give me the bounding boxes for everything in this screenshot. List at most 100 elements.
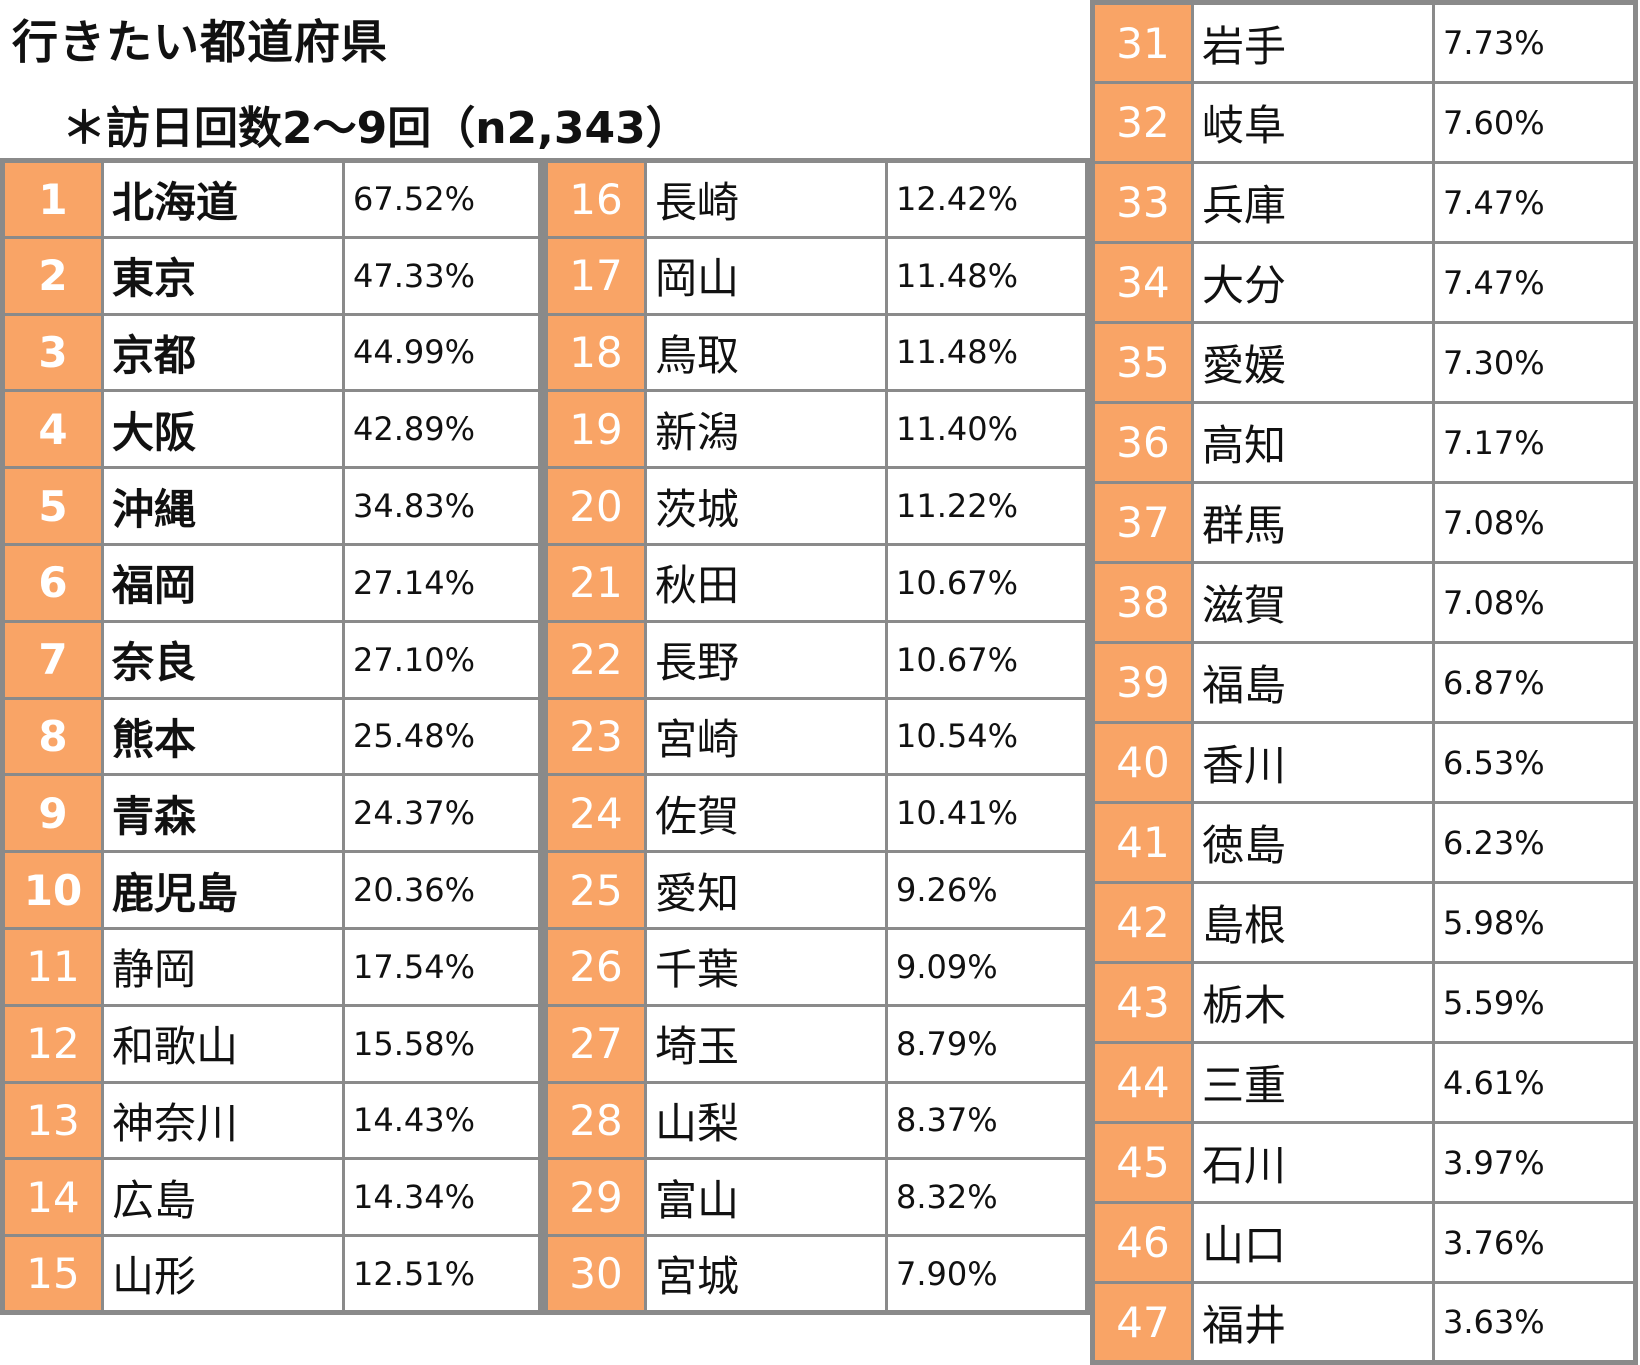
percent-cell: 44.99%: [342, 312, 542, 393]
prefecture-cell: 青森: [101, 773, 345, 854]
rank-cell: 2: [1, 235, 104, 316]
percent-cell: 6.23%: [1432, 801, 1637, 884]
table-row: 31 岩手 7.73%: [1091, 1, 1637, 84]
percent-cell: 3.76%: [1432, 1201, 1637, 1284]
table-row: 42 島根 5.98%: [1091, 881, 1637, 964]
table-row: 34 大分 7.47%: [1091, 241, 1637, 324]
percent-cell: 7.60%: [1432, 81, 1637, 164]
rank-cell: 25: [544, 850, 647, 930]
rank-cell: 9: [1, 773, 104, 854]
rank-cell: 30: [544, 1234, 647, 1314]
ranking-table-column-2: 16 長崎 12.42% 17 岡山 11.48% 18 鳥取 11.48% 19 新潟 11.40%…: [543, 158, 1090, 1315]
rank-cell: 17: [544, 235, 647, 316]
prefecture-cell: 兵庫: [1191, 161, 1435, 244]
percent-cell: 7.90%: [885, 1234, 1089, 1314]
percent-cell: 5.98%: [1432, 881, 1637, 964]
prefecture-cell: 三重: [1191, 1041, 1435, 1124]
rank-cell: 44: [1091, 1041, 1194, 1124]
table-row: 44 三重 4.61%: [1091, 1041, 1637, 1124]
chart-subtitle: ＊訪日回数2～9回（n2,343）: [62, 103, 690, 154]
prefecture-cell: 福島: [1191, 641, 1435, 724]
prefecture-cell: 奈良: [101, 619, 345, 700]
percent-cell: 14.34%: [342, 1157, 542, 1238]
ranking-table-column-1: 1 北海道 67.52% 2 東京 47.33% 3 京都 44.99% 4 大阪 42.89% 5 沖縄…: [0, 158, 543, 1315]
rank-cell: 28: [544, 1080, 647, 1161]
prefecture-cell: 佐賀: [644, 773, 888, 854]
table-row: 33 兵庫 7.47%: [1091, 161, 1637, 244]
percent-cell: 7.08%: [1432, 481, 1637, 564]
percent-cell: 10.67%: [885, 542, 1089, 623]
rank-cell: 41: [1091, 801, 1194, 884]
prefecture-cell: 神奈川: [101, 1080, 345, 1161]
percent-cell: 11.40%: [885, 389, 1089, 470]
percent-cell: 4.61%: [1432, 1041, 1637, 1124]
prefecture-cell: 鹿児島: [101, 850, 345, 930]
prefecture-cell: 山梨: [644, 1080, 888, 1161]
table-row: 11 静岡 17.54%: [1, 926, 542, 1007]
rank-cell: 39: [1091, 641, 1194, 724]
table-row: 16 長崎 12.42%: [544, 159, 1089, 239]
percent-cell: 11.48%: [885, 312, 1089, 393]
table-row: 39 福島 6.87%: [1091, 641, 1637, 724]
table-row: 28 山梨 8.37%: [544, 1080, 1089, 1161]
table-row: 29 富山 8.32%: [544, 1157, 1089, 1238]
prefecture-cell: 宮崎: [644, 696, 888, 777]
rank-cell: 21: [544, 542, 647, 623]
rank-cell: 35: [1091, 321, 1194, 404]
table-row: 38 滋賀 7.08%: [1091, 561, 1637, 644]
table-row: 6 福岡 27.14%: [1, 542, 542, 623]
rank-cell: 34: [1091, 241, 1194, 324]
table-row: 32 岐阜 7.60%: [1091, 81, 1637, 164]
prefecture-cell: 沖縄: [101, 466, 345, 546]
percent-cell: 47.33%: [342, 235, 542, 316]
prefecture-cell: 富山: [644, 1157, 888, 1238]
prefecture-cell: 埼玉: [644, 1003, 888, 1084]
percent-cell: 7.17%: [1432, 401, 1637, 484]
rank-cell: 23: [544, 696, 647, 777]
table-row: 10 鹿児島 20.36%: [1, 850, 542, 930]
percent-cell: 20.36%: [342, 850, 542, 930]
table-row: 4 大阪 42.89%: [1, 389, 542, 470]
rank-cell: 7: [1, 619, 104, 700]
percent-cell: 5.59%: [1432, 961, 1637, 1044]
prefecture-cell: 和歌山: [101, 1003, 345, 1084]
table-row: 7 奈良 27.10%: [1, 619, 542, 700]
table-row: 47 福井 3.63%: [1091, 1281, 1637, 1364]
table-row: 1 北海道 67.52%: [1, 159, 542, 239]
percent-cell: 7.73%: [1432, 1, 1637, 84]
table-row: 24 佐賀 10.41%: [544, 773, 1089, 854]
percent-cell: 42.89%: [342, 389, 542, 470]
prefecture-cell: 秋田: [644, 542, 888, 623]
table-row: 17 岡山 11.48%: [544, 235, 1089, 316]
prefecture-cell: 群馬: [1191, 481, 1435, 564]
prefecture-cell: 千葉: [644, 926, 888, 1007]
table-row: 3 京都 44.99%: [1, 312, 542, 393]
prefecture-cell: 栃木: [1191, 961, 1435, 1044]
rank-cell: 27: [544, 1003, 647, 1084]
percent-cell: 3.97%: [1432, 1121, 1637, 1204]
rank-cell: 18: [544, 312, 647, 393]
table-row: 35 愛媛 7.30%: [1091, 321, 1637, 404]
table-row: 9 青森 24.37%: [1, 773, 542, 854]
percent-cell: 14.43%: [342, 1080, 542, 1161]
percent-cell: 6.87%: [1432, 641, 1637, 724]
rank-cell: 43: [1091, 961, 1194, 1044]
prefecture-cell: 高知: [1191, 401, 1435, 484]
table-row: 45 石川 3.97%: [1091, 1121, 1637, 1204]
chart-title: 行きたい都道府県: [12, 15, 388, 69]
percent-cell: 12.42%: [885, 159, 1089, 239]
prefecture-cell: 岐阜: [1191, 81, 1435, 164]
rank-cell: 31: [1091, 1, 1194, 84]
rank-cell: 10: [1, 850, 104, 930]
prefecture-cell: 徳島: [1191, 801, 1435, 884]
table-row: 13 神奈川 14.43%: [1, 1080, 542, 1161]
prefecture-cell: 香川: [1191, 721, 1435, 804]
rank-cell: 4: [1, 389, 104, 470]
table-row: 30 宮城 7.90%: [544, 1234, 1089, 1314]
percent-cell: 7.47%: [1432, 161, 1637, 244]
percent-cell: 8.79%: [885, 1003, 1089, 1084]
table-row: 21 秋田 10.67%: [544, 542, 1089, 623]
table-row: 41 徳島 6.23%: [1091, 801, 1637, 884]
rank-cell: 19: [544, 389, 647, 470]
rank-cell: 33: [1091, 161, 1194, 244]
